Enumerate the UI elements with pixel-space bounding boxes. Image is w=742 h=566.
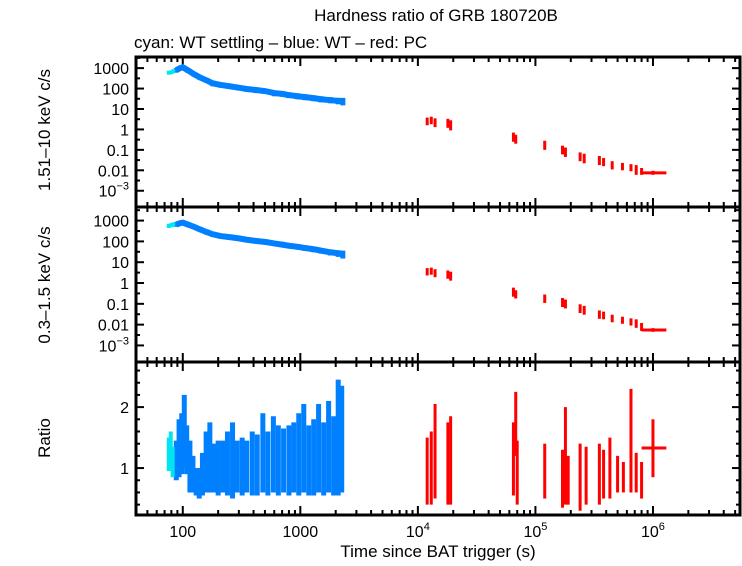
y-tick-label-base: 0.1 (107, 143, 129, 160)
x-tick-label-base: 100 (169, 524, 196, 541)
y-tick-label-base: 0.01 (98, 318, 129, 335)
y-tick-label-base: 1 (120, 276, 129, 293)
y-tick-label: 2 (120, 400, 129, 417)
series-pc (425, 388, 667, 511)
x-tick-label-base: 10 (406, 524, 424, 541)
y-tick-label: 1 (120, 122, 129, 139)
series-pc (425, 116, 667, 175)
panel-0 (134, 55, 742, 209)
y-tick-label: 0.01 (98, 318, 129, 335)
x-tick-label-sup: 4 (424, 521, 430, 533)
y-tick-label-base: 1 (120, 461, 129, 478)
panel-frame (134, 360, 742, 517)
series-wt-settling (166, 222, 176, 229)
x-tick-label-base: 10 (641, 524, 659, 541)
x-tick-label-sup: 5 (541, 521, 547, 533)
series-wt (173, 219, 346, 259)
y-tick-label: 10 (111, 102, 129, 119)
y-tick-label-sup: −3 (116, 335, 129, 347)
y-tick-label-base: 0.01 (98, 163, 129, 180)
panel-frame (134, 205, 742, 364)
y-tick-label: 0.01 (98, 163, 129, 180)
x-axis-label: Time since BAT trigger (s) (340, 542, 536, 561)
wt-band (174, 64, 344, 105)
y-tick-label: 10−3 (99, 335, 129, 355)
panel-2 (134, 360, 742, 517)
series-wt (173, 64, 346, 106)
x-tick-label-base: 1000 (283, 524, 319, 541)
wt-band (175, 219, 344, 257)
x-tick-label: 104 (406, 521, 430, 541)
y-tick-label-base: 10 (99, 338, 117, 355)
panel-frame (134, 55, 742, 209)
x-tick-label: 106 (641, 521, 665, 541)
y-tick-label-base: 10 (99, 184, 117, 201)
y-tick-label: 100 (102, 82, 129, 99)
y-tick-label-base: 1000 (93, 214, 129, 231)
x-tick-label: 105 (523, 521, 547, 541)
y-tick-label-base: 0.1 (107, 297, 129, 314)
series-wt-settling (166, 431, 175, 478)
panel-1 (134, 205, 742, 364)
series-wt-settling (166, 69, 176, 75)
y-tick-label-base: 100 (102, 82, 129, 99)
y-tick-label: 0.1 (107, 143, 129, 160)
y-tick-label: 10 (111, 255, 129, 272)
y-tick-label-base: 100 (102, 234, 129, 251)
x-tick-label: 1000 (283, 524, 319, 541)
y-tick-label: 10−3 (99, 181, 129, 201)
chart-subtitle: cyan: WT settling – blue: WT – red: PC (134, 33, 428, 52)
y-tick-label: 1000 (93, 61, 129, 78)
y-tick-label-base: 1 (120, 122, 129, 139)
y-tick-label: 0.1 (107, 297, 129, 314)
y-tick-label-base: 1000 (93, 61, 129, 78)
y-tick-label-base: 10 (111, 102, 129, 119)
y-tick-label: 1 (120, 276, 129, 293)
x-tick-label-base: 10 (523, 524, 541, 541)
y-tick-label: 1000 (93, 214, 129, 231)
y-tick-label-base: 10 (111, 255, 129, 272)
y-tick-label: 1 (120, 461, 129, 478)
y-tick-label-sup: −3 (116, 181, 129, 193)
y-tick-label: 100 (102, 234, 129, 251)
x-tick-label: 100 (169, 524, 196, 541)
y-tick-label-base: 2 (120, 400, 129, 417)
series-pc (425, 267, 667, 332)
x-tick-label-sup: 6 (659, 521, 665, 533)
chart-title: Hardness ratio of GRB 180720B (314, 6, 558, 25)
series-wt (173, 379, 345, 499)
